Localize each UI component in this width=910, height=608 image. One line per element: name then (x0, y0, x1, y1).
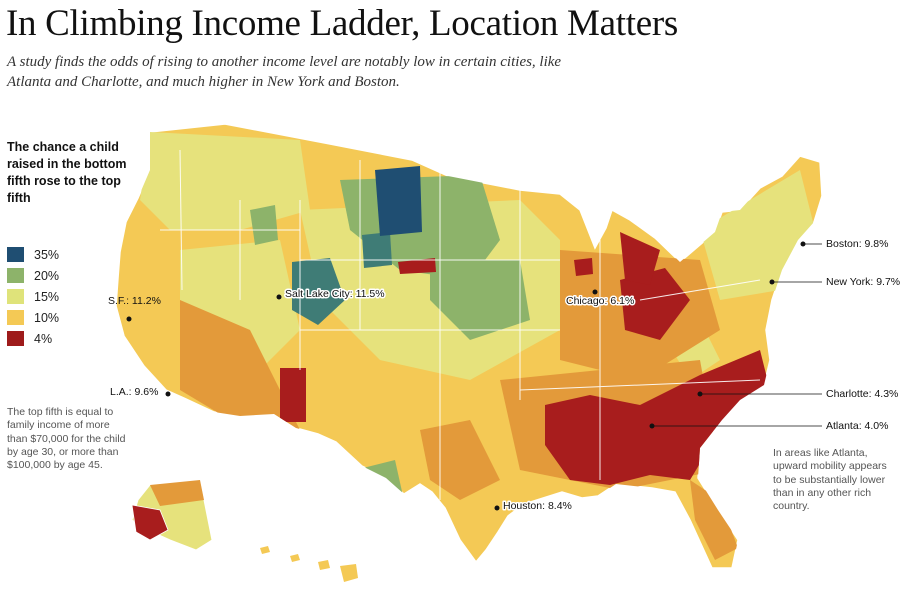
chicago-label-halo: Chicago: 6.1% (566, 295, 634, 307)
state-line-12 (639, 279, 761, 301)
subtitle: A study finds the odds of rising to anot… (7, 54, 562, 90)
legend-item-4: 4% (7, 331, 52, 346)
legend-swatch-10 (7, 310, 24, 325)
region-southeast-red (545, 350, 770, 485)
region-north-dakota-navy (375, 166, 422, 236)
atlanta-label: Atlanta: 4.0% (826, 420, 888, 432)
houston-marker (494, 505, 500, 511)
charlotte-label: Charlotte: 4.3% (826, 388, 898, 400)
region-ohio-red (620, 268, 690, 340)
region-nebraska-red (398, 258, 436, 274)
new-york-label: New York: 9.7% (826, 276, 900, 288)
charlotte-marker (697, 391, 703, 397)
region-southwest-orange (180, 300, 300, 430)
us-landmass (115, 123, 823, 582)
salt-lake-city-marker (276, 294, 282, 300)
chicago-marker (592, 289, 598, 295)
houston-label: Houston: 8.4% (503, 500, 572, 512)
legend-item-35: 35% (7, 247, 59, 262)
legend-swatch-20 (7, 268, 24, 283)
legend-label-4: 4% (34, 331, 53, 346)
legend-label-15: 15% (34, 289, 60, 304)
hawaii (260, 546, 358, 582)
region-northwest-light (140, 132, 310, 230)
state-line-1 (179, 149, 183, 291)
hawaii-island-3 (318, 560, 330, 570)
legend-label-35: 35% (34, 247, 60, 262)
alaska-red (131, 504, 169, 541)
salt-lake-city-label: Salt Lake City: 11.5% (285, 288, 385, 300)
region-north-dakota-teal (362, 232, 392, 268)
legend-label-20: 20% (34, 268, 60, 283)
legend-item-20: 20% (7, 268, 59, 283)
atlanta-marker (649, 423, 655, 429)
chicago-label: Chicago: 6.1% (566, 295, 634, 307)
la-marker (165, 391, 171, 397)
legend-label-10: 10% (34, 310, 60, 325)
hawaii-island-1 (260, 546, 270, 554)
region-montana-green (250, 205, 278, 245)
legend-swatch-4 (7, 331, 24, 346)
boston-marker (800, 241, 806, 247)
region-michigan-red (620, 232, 660, 285)
legend-item-15: 15% (7, 289, 59, 304)
boston-label: Boston: 9.8% (826, 238, 888, 250)
hawaii-island-2 (290, 554, 300, 562)
state-line-11 (519, 379, 761, 391)
sf-marker (126, 316, 132, 322)
houston-label-halo: Houston: 8.4% (503, 500, 572, 512)
la-label: L.A.: 9.6% (110, 386, 158, 398)
headline: In Climbing Income Ladder, Location Matt… (6, 3, 678, 44)
region-chicago-red (574, 258, 593, 276)
city-annotations: Boston: 9.8% New York: 9.7% Chicago: 6.1… (108, 238, 900, 514)
legend-item-10: 10% (7, 310, 59, 325)
legend-swatch-15 (7, 289, 24, 304)
state-boundaries (160, 149, 761, 500)
sf-label: S.F.: 11.2% (108, 295, 161, 307)
new-york-marker (769, 279, 775, 285)
alaska-orange (150, 480, 204, 506)
top-fifth-note: The top fifth is equal to family income … (7, 406, 126, 472)
hawaii-island-4 (340, 564, 358, 582)
atlanta-note: In areas like Atlanta, upward mobility a… (773, 447, 887, 513)
region-utah-teal (292, 258, 345, 325)
legend-swatch-35 (7, 247, 24, 262)
salt-lake-city-label-halo: Salt Lake City: 11.5% (285, 288, 385, 300)
region-plains-green (430, 260, 530, 340)
legend-title: The chance a child raised in the bottom … (7, 140, 127, 205)
region-florida-orange (690, 480, 738, 560)
region-new-mexico-red (280, 368, 306, 422)
